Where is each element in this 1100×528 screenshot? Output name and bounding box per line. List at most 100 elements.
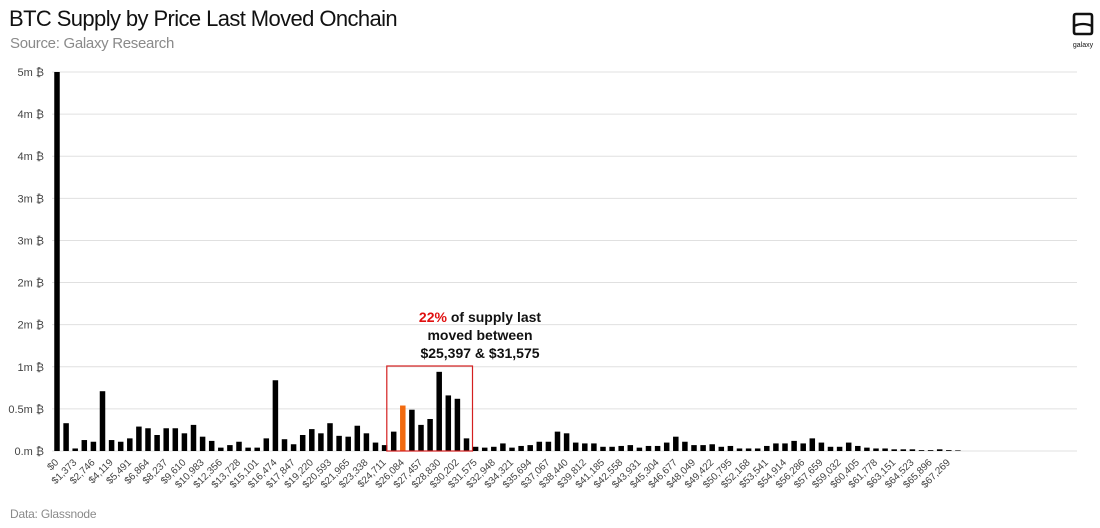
bar [372,442,379,451]
bar [190,424,197,451]
bar [154,434,160,451]
bar [727,445,734,451]
bar [545,441,552,451]
bar [955,450,961,451]
bar [618,445,624,451]
bar [418,424,424,451]
bar [627,445,634,451]
bar [427,418,433,451]
bar [354,425,361,451]
y-tick-label: 5m ₿ [18,67,44,79]
bar [527,445,533,451]
bar [463,438,470,451]
bar [227,445,233,451]
bar [390,431,397,451]
bar [254,447,260,451]
bar [809,438,816,451]
bar [663,442,670,451]
bar [882,448,888,451]
bar [400,405,406,451]
bar [563,433,570,451]
bar [900,449,907,451]
bar [145,428,151,451]
bar [918,450,925,451]
annotation-line-3: $25,397 & $31,575 [420,345,540,361]
bar [445,395,452,451]
bar [218,447,224,451]
bar [63,423,69,451]
bar [636,447,643,451]
bar [946,450,952,451]
bar [245,447,251,451]
bar [682,441,688,451]
bar [491,446,497,451]
bar [90,441,97,451]
bar [309,429,315,451]
bar [709,444,715,451]
bar [127,438,133,451]
bar [718,446,725,451]
bar [281,439,288,451]
bar [336,435,342,451]
bar [136,426,142,451]
bar [827,446,834,451]
bar [554,431,561,451]
annotation-line-1: 22% of supply last [400,308,560,326]
chart-subtitle: Source: Galaxy Research [10,35,175,52]
bar [81,440,88,451]
bar [436,371,442,451]
bar [509,447,515,451]
bar [791,440,797,451]
bar [927,450,934,451]
bar [172,428,179,451]
bar [500,443,506,451]
bar [609,446,615,451]
bar [845,442,852,451]
y-tick-label: 2m ₿ [18,278,44,290]
logo-label: galaxy [1072,42,1094,49]
bar [873,448,879,451]
annotation-highlight: 22% [418,309,447,325]
bar [691,445,697,451]
annotation-line-1-text: of supply last [446,309,542,325]
bar [864,447,870,451]
bar [855,445,861,451]
bar [117,441,124,451]
y-tick-label: 3m ₿ [18,193,44,205]
bar [518,445,524,451]
bar [299,434,306,451]
bar [72,448,78,451]
bar [263,438,270,451]
bar [782,443,788,451]
bar [582,443,588,451]
bar [199,436,206,451]
galaxy-logo: galaxy [1070,12,1096,49]
bar [236,441,242,451]
data-source-footer: Data: Glassnode [10,507,97,521]
bar [600,446,606,451]
highlight-box [386,365,474,452]
bar [381,445,388,451]
bar [745,448,752,451]
x-axis-ticks: $0$1,373$2,746$4,119$5,491$6,864$8,237$9… [45,457,953,491]
y-axis-ticks: 0.m ₿ 0.5m ₿ 1m ₿ 2m ₿ 2m ₿ 3m ₿ 3m ₿ 4m ₿ 4m ₿ 5… [8,67,44,458]
bar [836,446,843,451]
bar [208,440,215,451]
bar [472,446,479,451]
bar [290,444,297,451]
galaxy-logo-icon [1072,12,1094,36]
bar [363,433,370,451]
bar [163,428,169,451]
bar [54,72,60,451]
grid-lines [52,71,1077,452]
annotation-line-2: moved between [427,327,533,343]
y-tick-label: 1m ₿ [18,362,44,374]
y-tick-label: 2m ₿ [18,320,44,332]
chart-title: BTC Supply by Price Last Moved Onchain [9,6,398,31]
bar [327,423,333,451]
bar [891,449,897,451]
bar [673,436,679,451]
bar [591,443,597,451]
bar [800,443,806,451]
